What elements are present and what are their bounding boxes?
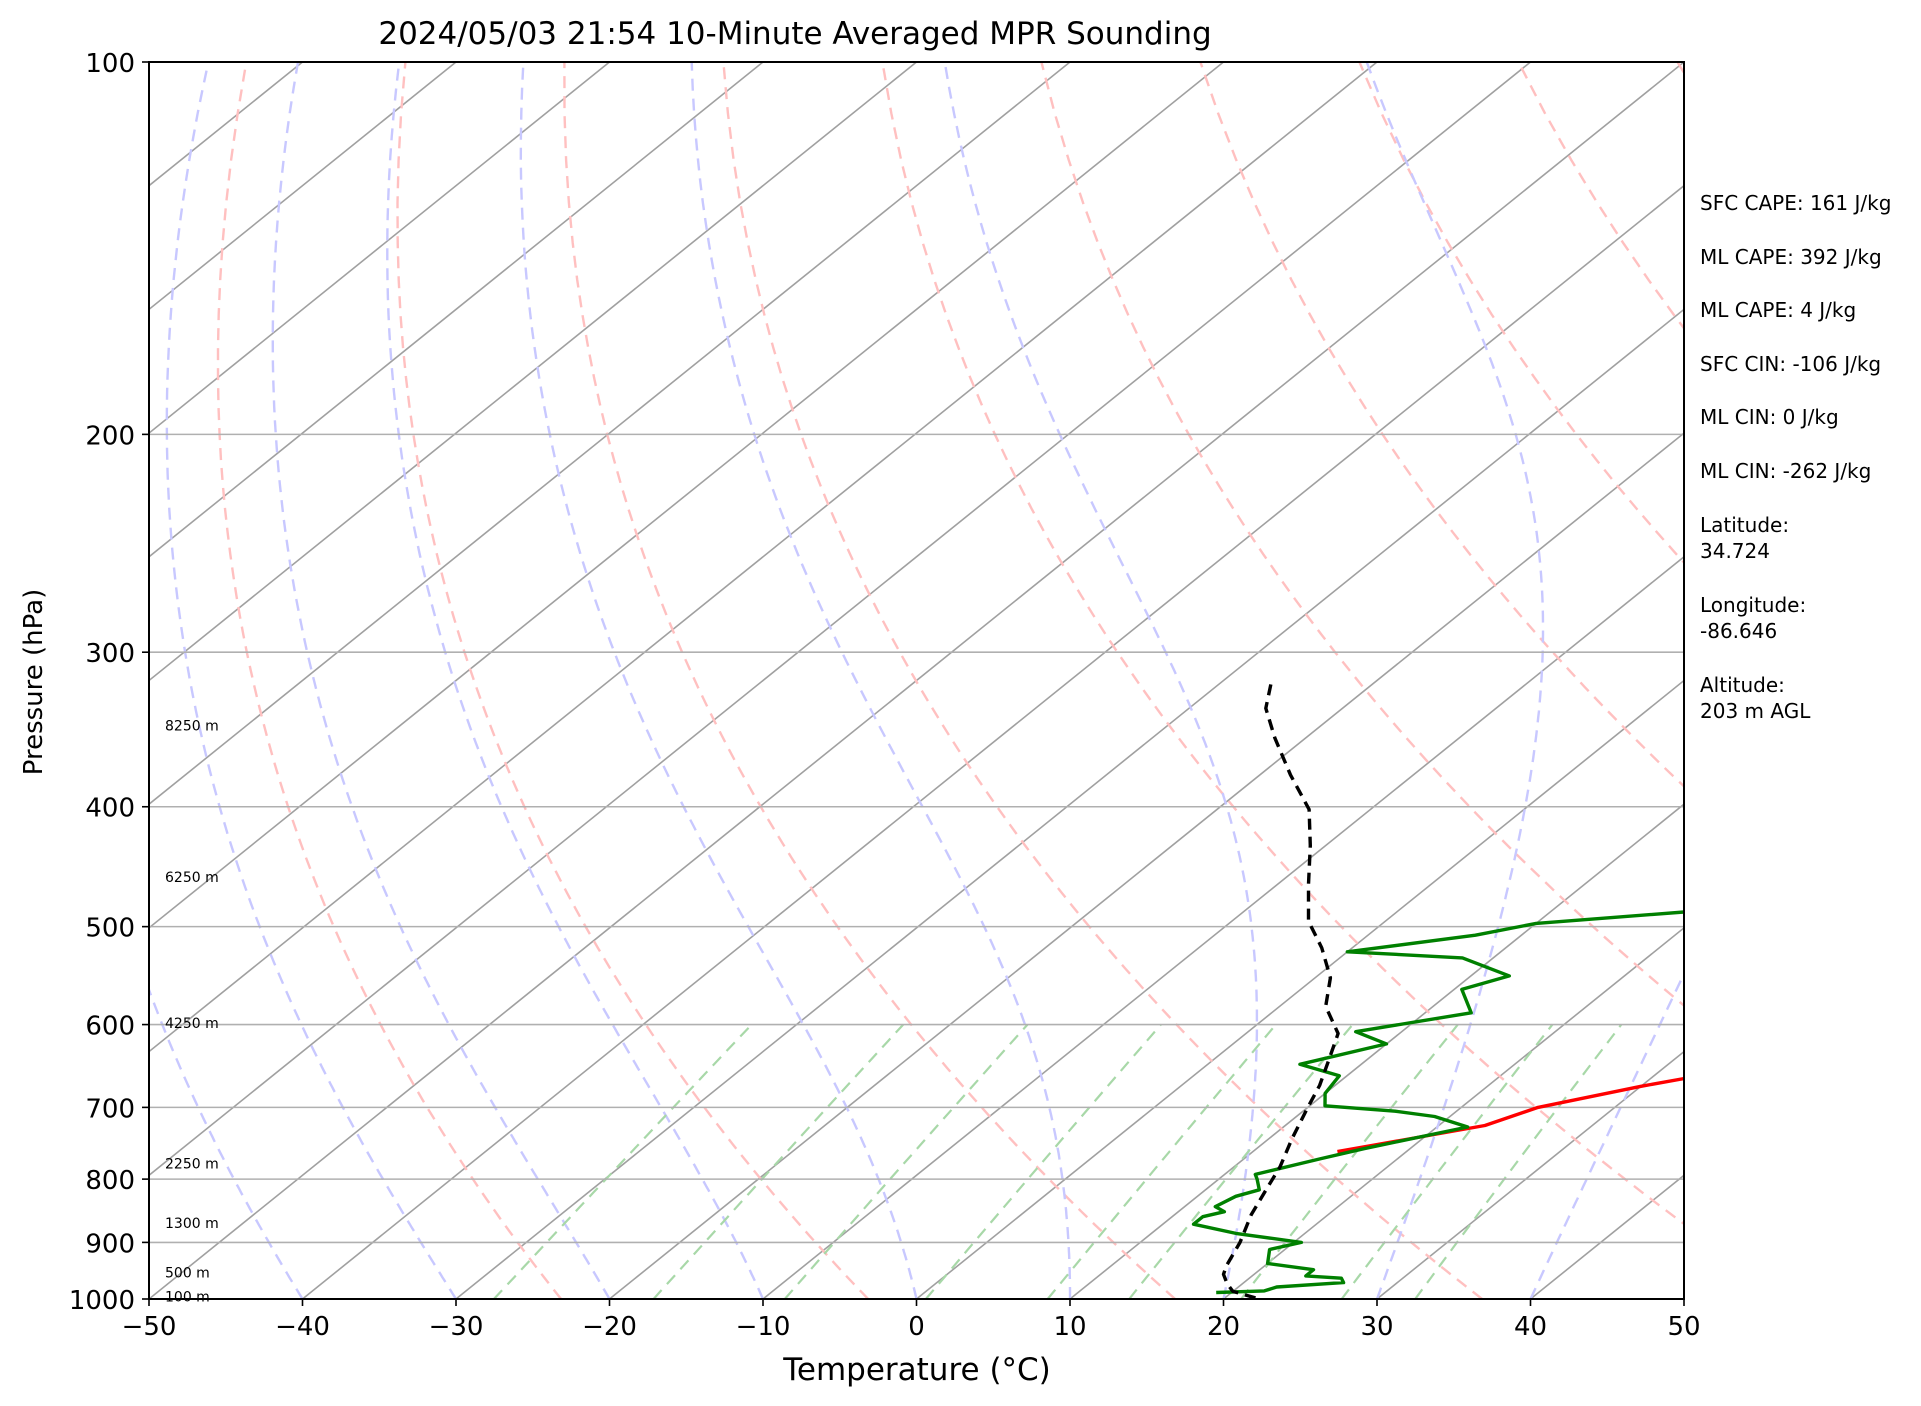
x-tick-label: 30 <box>1360 1312 1393 1342</box>
isotherm-line <box>149 62 1071 806</box>
info-panel-item: Longitude: -86.646 <box>1700 593 1807 643</box>
isotherm-line <box>455 308 1684 1299</box>
x-tick-label: 50 <box>1667 1312 1700 1342</box>
mixing-ratio-line <box>1414 1023 1623 1299</box>
pressure-gridlines <box>149 433 1684 1244</box>
info-panel-item: Latitude: 34.724 <box>1700 513 1790 563</box>
height-label: 100 m <box>165 1289 210 1305</box>
isotherm-line <box>608 432 1684 1299</box>
y-axis-label: Pressure (hPa) <box>19 589 49 776</box>
y-tick-label: 900 <box>85 1229 135 1259</box>
info-panel-item: Altitude: 203 m AGL <box>1700 673 1811 723</box>
dry-adiabat-line <box>881 62 1684 1226</box>
mixing-ratio-line <box>1046 1023 1277 1299</box>
y-tick-label: 1000 <box>69 1286 135 1316</box>
x-tick-label: −30 <box>429 1312 484 1342</box>
height-label: 4250 m <box>165 1016 219 1032</box>
y-tick-label: 200 <box>85 421 135 451</box>
isotherm-line <box>762 555 1684 1299</box>
mixing-ratio-line <box>1128 1023 1354 1299</box>
moist-adiabat-line <box>271 62 611 1299</box>
x-tick-label: 40 <box>1514 1312 1547 1342</box>
isotherm-line <box>301 184 1684 1299</box>
x-axis-label: Temperature (°C) <box>782 1352 1051 1388</box>
height-label: 8250 m <box>165 719 219 735</box>
dry-adiabat-line <box>1040 62 1684 1008</box>
info-panel-item: ML CAPE: 392 J/kg <box>1700 245 1882 269</box>
y-tick-label: 500 <box>85 914 135 944</box>
moist-adiabat-line <box>1365 62 1545 1299</box>
moist-adiabat-line <box>943 62 1259 1299</box>
y-tick-label: 800 <box>85 1166 135 1196</box>
y-tick-label: 300 <box>85 639 135 669</box>
x-tick-label: 10 <box>1053 1312 1086 1342</box>
x-tick-label: −20 <box>582 1312 637 1342</box>
chart-title: 2024/05/03 21:54 10-Minute Averaged MPR … <box>378 16 1211 52</box>
dry-adiabat-line <box>216 62 563 1299</box>
y-tick-label: 400 <box>85 794 135 824</box>
moist-adiabat-line <box>519 62 918 1299</box>
info-panel-item: ML CAPE: 4 J/kg <box>1700 298 1857 322</box>
isotherm-line <box>149 62 764 558</box>
isotherm-line <box>915 679 1684 1299</box>
height-label: 6250 m <box>165 870 219 886</box>
dry-adiabat-line <box>563 62 1176 1299</box>
height-label: 1300 m <box>165 1216 219 1232</box>
isotherm-line <box>149 62 611 435</box>
moist-adiabat-line <box>165 62 458 1299</box>
dry-adiabat-line <box>1199 62 1684 788</box>
y-tick-label: 700 <box>85 1094 135 1124</box>
mixing-ratio-line <box>783 1023 1029 1299</box>
x-tick-label: 0 <box>908 1312 925 1342</box>
isotherm-line <box>1376 1050 1684 1299</box>
info-panel-item: SFC CAPE: 161 J/kg <box>1700 191 1892 215</box>
isotherm-line <box>1222 926 1684 1299</box>
x-tick-label: 20 <box>1207 1312 1240 1342</box>
dry-adiabat-line <box>722 62 1483 1299</box>
mixing-ratio-line <box>652 1023 905 1299</box>
temperature-trace <box>1337 1076 1684 1154</box>
mixing-ratio-line <box>1240 1023 1459 1299</box>
moist-adiabat-line <box>690 62 1072 1299</box>
mixing-ratio-line <box>1340 1023 1554 1299</box>
x-tick-label: −50 <box>122 1312 177 1342</box>
info-panel-item: ML CIN: 0 J/kg <box>1700 405 1839 429</box>
isotherm-line <box>149 62 1532 1177</box>
info-panel-item: ML CIN: -262 J/kg <box>1700 459 1872 483</box>
mixing-ratio-line <box>493 1023 753 1299</box>
background-lines <box>149 62 1684 1299</box>
sounding-traces <box>1191 678 1684 1299</box>
isotherm-line <box>149 62 457 311</box>
parcel-trace <box>1221 678 1340 1299</box>
moist-adiabat-line <box>149 986 304 1299</box>
isotherm-line <box>149 62 918 682</box>
mixing-ratio-line <box>925 1023 1162 1299</box>
moist-adiabat-line <box>386 62 765 1299</box>
height-labels: 100 m 500 m 1300 m 2250 m 4250 m 6250 m 8250 m <box>165 719 219 1306</box>
y-tick-label: 100 <box>85 49 135 79</box>
isotherm-line <box>149 62 1378 1053</box>
dewpoint-trace <box>1191 910 1684 1295</box>
dry-adiabat-line <box>396 62 869 1299</box>
x-tick-label: −40 <box>275 1312 330 1342</box>
y-tick-label: 600 <box>85 1012 135 1042</box>
x-tick-label: −10 <box>736 1312 791 1342</box>
info-panel-item: SFC CIN: -106 J/kg <box>1700 352 1882 376</box>
height-label: 2250 m <box>165 1156 219 1172</box>
isotherm-line <box>149 62 1225 929</box>
height-label: 500 m <box>165 1266 210 1282</box>
dry-adiabat-line <box>1358 62 1684 565</box>
